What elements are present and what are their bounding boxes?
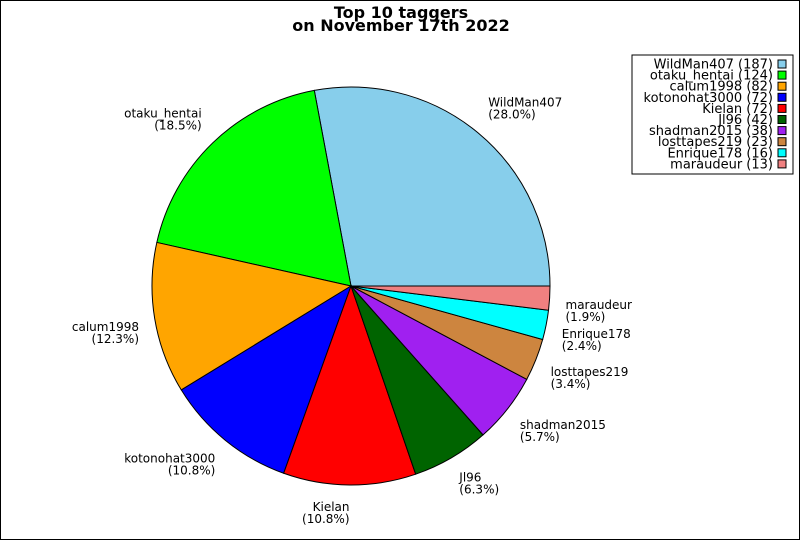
slice-label-wildman407: WildMan407 (28.0%): [488, 96, 562, 122]
slice-label-maraudeur: maraudeur (1.9%): [566, 298, 633, 324]
slice-label-percent: (1.9%): [566, 310, 606, 324]
pie-labels: WildMan407 (28.0%)otaku_hentai (18.5%)calu…: [72, 96, 632, 526]
slice-label-otaku_hentai: otaku_hentai (18.5%): [124, 106, 202, 132]
legend-label: Enrique178 (16): [667, 146, 773, 161]
slice-label-jl96: Jl96 (6.3%): [458, 471, 499, 497]
slice-label-percent: (10.8%): [168, 464, 215, 478]
legend-swatch: [777, 159, 787, 169]
chart-subtitle: on November 17th 2022: [292, 16, 509, 35]
slice-label-percent: (12.3%): [92, 332, 139, 346]
legend-label: calum1998 (82): [669, 80, 773, 95]
slice-label-name: WildMan407: [488, 96, 562, 110]
slice-label-name: otaku_hentai: [124, 106, 202, 120]
slice-label-percent: (28.0%): [488, 108, 535, 122]
pie-slices: [151, 86, 551, 486]
legend-swatch: [777, 148, 787, 158]
slice-label-percent: (10.8%): [302, 512, 349, 526]
legend-box: [631, 54, 794, 175]
legend-swatch: [777, 137, 787, 147]
slice-label-losttapes219: losttapes219 (3.4%): [551, 365, 629, 391]
slice-label-percent: (6.3%): [459, 483, 499, 497]
pie-slice-wildman407: [313, 86, 551, 287]
slice-label-name: Enrique178: [562, 327, 631, 341]
chart-title: Top 10 taggers: [334, 3, 468, 22]
legend-label: kotonohat3000 (72): [644, 91, 773, 106]
legend-label: losttapes219 (23): [658, 135, 773, 150]
legend-swatch: [777, 59, 787, 69]
slice-label-kotonohat3000: kotonohat3000 (10.8%): [124, 452, 215, 478]
pie-slice-kielan: [283, 284, 417, 486]
slice-label-name: losttapes219: [551, 365, 629, 379]
legend-swatch: [777, 81, 787, 91]
slice-label-shadman2015: shadman2015 (5.7%): [520, 418, 606, 444]
legend-swatch: [777, 92, 787, 102]
slice-label-percent: (3.4%): [551, 377, 591, 391]
slice-label-percent: (2.4%): [562, 339, 602, 353]
slice-label-name: Jl96: [458, 471, 481, 485]
legend-label: shadman2015 (38): [649, 124, 773, 139]
slice-label-name: shadman2015: [520, 418, 606, 432]
legend-label: otaku_hentai (124): [650, 69, 773, 84]
legend-swatch: [777, 115, 787, 124]
slice-label-name: calum1998: [72, 320, 139, 334]
pie-slice-otaku_hentai: [156, 89, 352, 287]
slice-label-kielan: Kielan (10.8%): [302, 500, 349, 526]
pie-slice-calum1998: [151, 241, 353, 391]
pie-slice-kotonohat3000: [180, 284, 352, 474]
legend-swatch: [777, 103, 787, 113]
slice-label-name: Kielan: [313, 500, 350, 514]
legend-label: WildMan407 (187): [654, 58, 773, 73]
legend-label: Kielan (72): [702, 102, 773, 117]
pie-slice-maraudeur: [350, 285, 551, 311]
slice-label-enrique178: Enrique178 (2.4%): [562, 327, 631, 353]
slice-label-percent: (18.5%): [154, 118, 201, 132]
slice-label-calum1998: calum1998 (12.3%): [72, 320, 139, 346]
slice-label-name: kotonohat3000: [124, 452, 215, 466]
legend-swatch: [777, 126, 787, 136]
legend-label: Jl96 (42): [717, 113, 773, 128]
legend-label: maraudeur (13): [670, 157, 773, 172]
slice-label-name: maraudeur: [566, 298, 633, 312]
legend: WildMan407 (187)otaku_hentai (124)calum1…: [631, 54, 794, 175]
slice-label-percent: (5.7%): [520, 430, 560, 444]
legend-swatch: [777, 70, 787, 80]
